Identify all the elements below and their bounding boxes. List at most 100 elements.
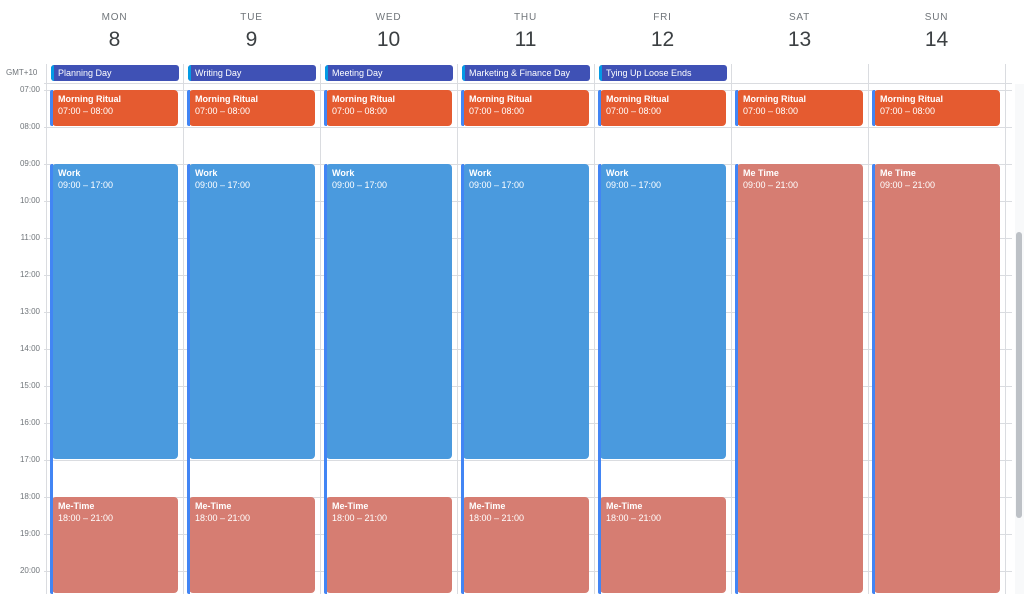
event-title: Work [195,168,218,178]
event-title: Me-Time [58,501,95,511]
event-title: Morning Ritual [332,94,395,104]
hour-label: 09:00 [19,159,40,168]
event-time: 18:00 – 21:00 [606,513,662,523]
day-header-sun[interactable]: SUN 14 [872,0,1001,64]
event-me-time[interactable]: Me Time 09:00 – 21:00 [737,164,863,593]
day-header-tue[interactable]: TUE 9 [187,0,316,64]
hour-label: 20:00 [19,566,40,575]
allday-event-chip[interactable]: Writing Day [188,65,316,81]
event-me-time[interactable]: Me-Time 18:00 – 21:00 [52,497,178,593]
event-morning-ritual[interactable]: Morning Ritual 07:00 – 08:00 [463,90,589,126]
event-left-stripe [461,90,464,126]
event-time: 09:00 – 21:00 [880,180,936,190]
event-title: Me Time [880,168,916,178]
event-title: Morning Ritual [195,94,258,104]
event-left-stripe [187,90,190,126]
hour-label: 10:00 [19,196,40,205]
hour-label: 14:00 [19,344,40,353]
event-me-time[interactable]: Me-Time 18:00 – 21:00 [189,497,315,593]
event-title: Morning Ritual [880,94,943,104]
event-morning-ritual[interactable]: Morning Ritual 07:00 – 08:00 [189,90,315,126]
event-me-time[interactable]: Me-Time 18:00 – 21:00 [600,497,726,593]
allday-event-chip[interactable]: Marketing & Finance Day [462,65,590,81]
day-number[interactable]: 8 [108,28,121,51]
day-header-wed[interactable]: WED 10 [324,0,453,64]
day-number[interactable]: 13 [787,28,812,51]
event-title: Work [469,168,492,178]
day-column-divider [868,64,869,594]
day-of-week: SUN [924,12,949,23]
event-time: 18:00 – 21:00 [195,513,251,523]
day-column-divider [731,64,732,594]
day-number[interactable]: 11 [514,28,537,51]
hour-label: 15:00 [19,381,40,390]
event-me-time[interactable]: Me-Time 18:00 – 21:00 [463,497,589,593]
event-work[interactable]: Work 09:00 – 17:00 [326,164,452,459]
event-time: 07:00 – 08:00 [469,106,525,116]
hour-label: 11:00 [20,233,40,242]
day-header-thu[interactable]: THU 11 [461,0,590,64]
event-left-stripe [324,164,327,594]
day-header-sat[interactable]: SAT 13 [735,0,864,64]
event-me-time[interactable]: Me Time 09:00 – 21:00 [874,164,1000,593]
event-title: Me-Time [606,501,643,511]
event-time: 09:00 – 17:00 [58,180,114,190]
day-header-mon[interactable]: MON 8 [50,0,179,64]
event-title: Morning Ritual [469,94,532,104]
event-morning-ritual[interactable]: Morning Ritual 07:00 – 08:00 [874,90,1000,126]
event-morning-ritual[interactable]: Morning Ritual 07:00 – 08:00 [737,90,863,126]
event-time: 07:00 – 08:00 [606,106,662,116]
event-work[interactable]: Work 09:00 – 17:00 [52,164,178,459]
allday-event-chip[interactable]: Meeting Day [325,65,453,81]
event-work[interactable]: Work 09:00 – 17:00 [463,164,589,459]
day-of-week: SAT [788,12,811,23]
event-work[interactable]: Work 09:00 – 17:00 [189,164,315,459]
event-time: 09:00 – 17:00 [332,180,388,190]
hour-label: 16:00 [19,418,40,427]
day-number[interactable]: 12 [650,28,675,51]
event-time: 09:00 – 17:00 [606,180,662,190]
event-left-stripe [735,164,738,594]
event-time: 18:00 – 21:00 [58,513,114,523]
event-time: 07:00 – 08:00 [880,106,936,116]
event-title: Morning Ritual [743,94,806,104]
day-number[interactable]: 14 [924,28,949,51]
event-left-stripe [598,90,601,126]
event-me-time[interactable]: Me-Time 18:00 – 21:00 [326,497,452,593]
allday-event-chip[interactable]: Tying Up Loose Ends [599,65,727,81]
event-left-stripe [324,90,327,126]
day-column-divider [46,64,47,594]
event-time: 07:00 – 08:00 [58,106,114,116]
allday-divider [44,83,1012,84]
day-of-week: MON [101,12,128,23]
event-left-stripe [50,164,53,594]
hour-label: 07:00 [19,85,40,94]
hour-gridline [44,127,1012,128]
hour-label: 08:00 [19,122,40,131]
event-title: Work [606,168,629,178]
event-left-stripe [872,164,875,594]
day-column-divider [1005,64,1006,594]
event-title: Me-Time [332,501,369,511]
event-title: Work [332,168,355,178]
event-left-stripe [735,90,738,126]
hour-label: 13:00 [19,307,40,316]
day-number[interactable]: 9 [245,28,258,51]
day-column-divider [320,64,321,594]
hour-label: 12:00 [19,270,40,279]
allday-event-chip[interactable]: Planning Day [51,65,179,81]
event-time: 18:00 – 21:00 [469,513,525,523]
event-morning-ritual[interactable]: Morning Ritual 07:00 – 08:00 [326,90,452,126]
hour-gridline [44,460,1012,461]
day-number[interactable]: 10 [376,28,401,51]
event-left-stripe [50,90,53,126]
event-work[interactable]: Work 09:00 – 17:00 [600,164,726,459]
event-title: Morning Ritual [606,94,669,104]
hour-label: 17:00 [19,455,40,464]
event-morning-ritual[interactable]: Morning Ritual 07:00 – 08:00 [52,90,178,126]
event-time: 09:00 – 21:00 [743,180,799,190]
scrollbar-thumb[interactable] [1016,232,1022,518]
event-morning-ritual[interactable]: Morning Ritual 07:00 – 08:00 [600,90,726,126]
day-header-fri[interactable]: FRI 12 [598,0,727,64]
event-time: 18:00 – 21:00 [332,513,388,523]
